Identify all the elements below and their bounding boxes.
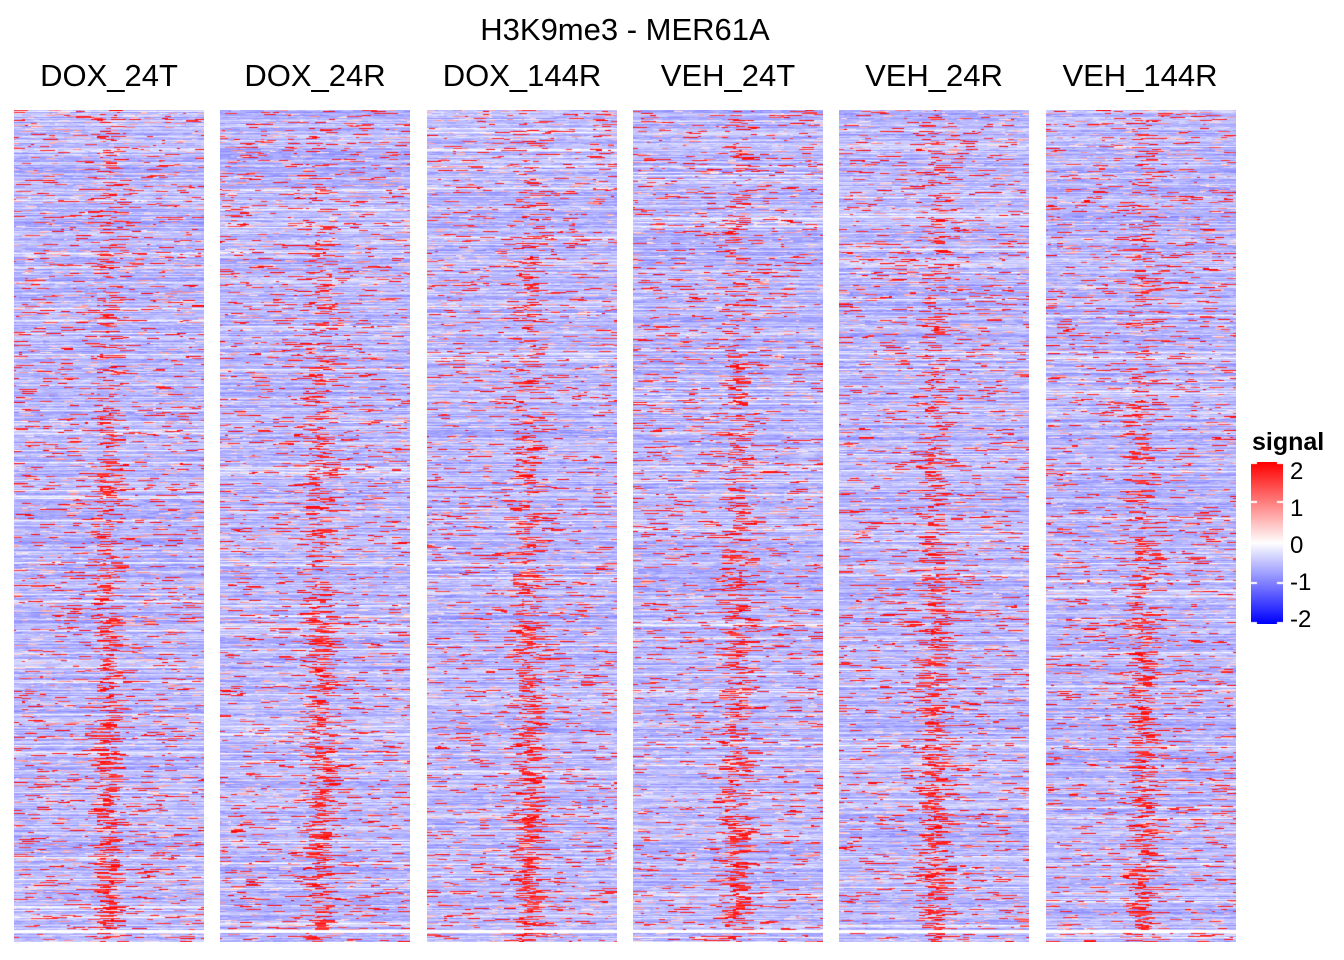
panel-label-6: VEH_144R [1062,58,1218,93]
legend-tick-neg1: -1 [1290,569,1312,596]
panel-label-3: DOX_144R [442,58,602,93]
legend-tick-2: 2 [1290,458,1304,485]
legend-colorbar [1251,462,1283,624]
heatmap-panel-1 [14,110,204,942]
heatmap-panel-6 [1046,110,1236,942]
heatmap-panel-3 [427,110,617,942]
legend-title: signal [1252,428,1325,456]
chart-title: H3K9me3 - MER61A [480,12,770,47]
legend-tick-0: 0 [1290,532,1304,559]
panel-label-4: VEH_24T [660,58,796,93]
panel-label-1: DOX_24T [40,58,178,93]
legend-tick-neg2: -2 [1290,606,1312,633]
heatmap-panel-5 [839,110,1029,942]
legend-tick-1: 1 [1290,495,1304,522]
panel-label-2: DOX_24R [244,58,386,93]
panel-label-5: VEH_24R [865,58,1003,93]
heatmap-panel-4 [633,110,823,942]
heatmap-panel-2 [220,110,410,942]
